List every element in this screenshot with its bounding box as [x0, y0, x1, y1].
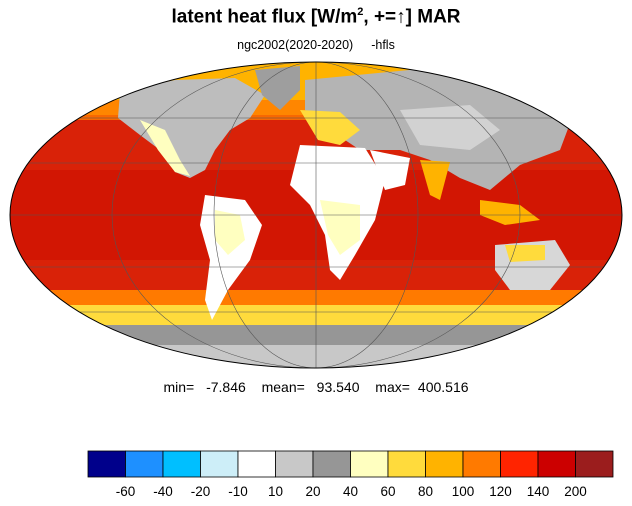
colorbar-swatch	[575, 450, 614, 478]
south-america-interior	[215, 210, 245, 255]
title-superscript: 2	[357, 6, 364, 18]
indonesia	[480, 200, 540, 225]
colorbar-label: 80	[418, 484, 433, 499]
colorbar-label: 20	[305, 484, 320, 499]
colorbar-label: -20	[191, 484, 211, 499]
africa-central	[320, 200, 360, 255]
colorbar-label: 100	[452, 484, 475, 499]
max-label: max=	[375, 379, 410, 395]
min-label: min=	[163, 379, 195, 395]
colorbar-label: 40	[343, 484, 358, 499]
up-arrow-icon: ↑	[396, 6, 406, 28]
graticule-meridian-inner	[213, 62, 419, 368]
colorbar-swatch	[125, 450, 164, 478]
colorbar-swatch	[87, 450, 126, 478]
map-outline	[9, 61, 623, 369]
colorbar-swatch	[500, 450, 539, 478]
chart-title: latent heat flux [W/m2, +=↑] MAR	[0, 6, 632, 28]
colorbar-swatch	[425, 450, 464, 478]
europe	[300, 110, 360, 145]
mean-value: 93.540	[316, 379, 360, 395]
colorbar-label: 60	[380, 484, 395, 499]
title-suffix: ] MAR	[405, 6, 461, 28]
min-value: -7.846	[206, 379, 246, 395]
chart-subtitle: ngc2002(2020-2020) -hfls	[0, 38, 632, 52]
colorbar-swatch	[462, 450, 501, 478]
title-mid: , +=	[363, 6, 397, 28]
colorbar-label: 10	[268, 484, 283, 499]
colorbar-label: 120	[489, 484, 512, 499]
colorbar-swatch	[537, 450, 576, 478]
colorbar-swatch	[312, 450, 351, 478]
colorbar-swatch	[237, 450, 276, 478]
asia-interior	[400, 105, 500, 150]
title-text: latent heat flux [W/m	[171, 6, 358, 28]
colorbar-label: -40	[153, 484, 173, 499]
max-value: 400.516	[417, 379, 469, 395]
colorbar-swatch	[200, 450, 239, 478]
india	[420, 160, 450, 200]
arabia	[370, 150, 410, 190]
north-america	[118, 78, 265, 178]
colorbar-swatch	[275, 450, 314, 478]
colorbar-swatch	[162, 450, 201, 478]
new-zealand	[578, 290, 592, 312]
colorbar-label: 140	[527, 484, 550, 499]
north-america-coast	[140, 120, 190, 176]
colorbar-swatch	[350, 450, 389, 478]
greenland	[255, 66, 300, 110]
colorbar-swatch	[387, 450, 426, 478]
graticule	[10, 62, 622, 368]
graticule-meridian-outer	[111, 62, 521, 368]
world-map	[9, 61, 623, 369]
stats-line: min= -7.846 mean= 93.540 max= 400.516	[0, 379, 632, 395]
colorbar-label: -10	[228, 484, 248, 499]
colorbar-label: -60	[116, 484, 136, 499]
subtitle-variable: -hfls	[371, 38, 395, 52]
mean-label: mean=	[261, 379, 305, 395]
colorbar-label: 200	[564, 484, 587, 499]
subtitle-run: ngc2002(2020-2020)	[237, 38, 354, 52]
